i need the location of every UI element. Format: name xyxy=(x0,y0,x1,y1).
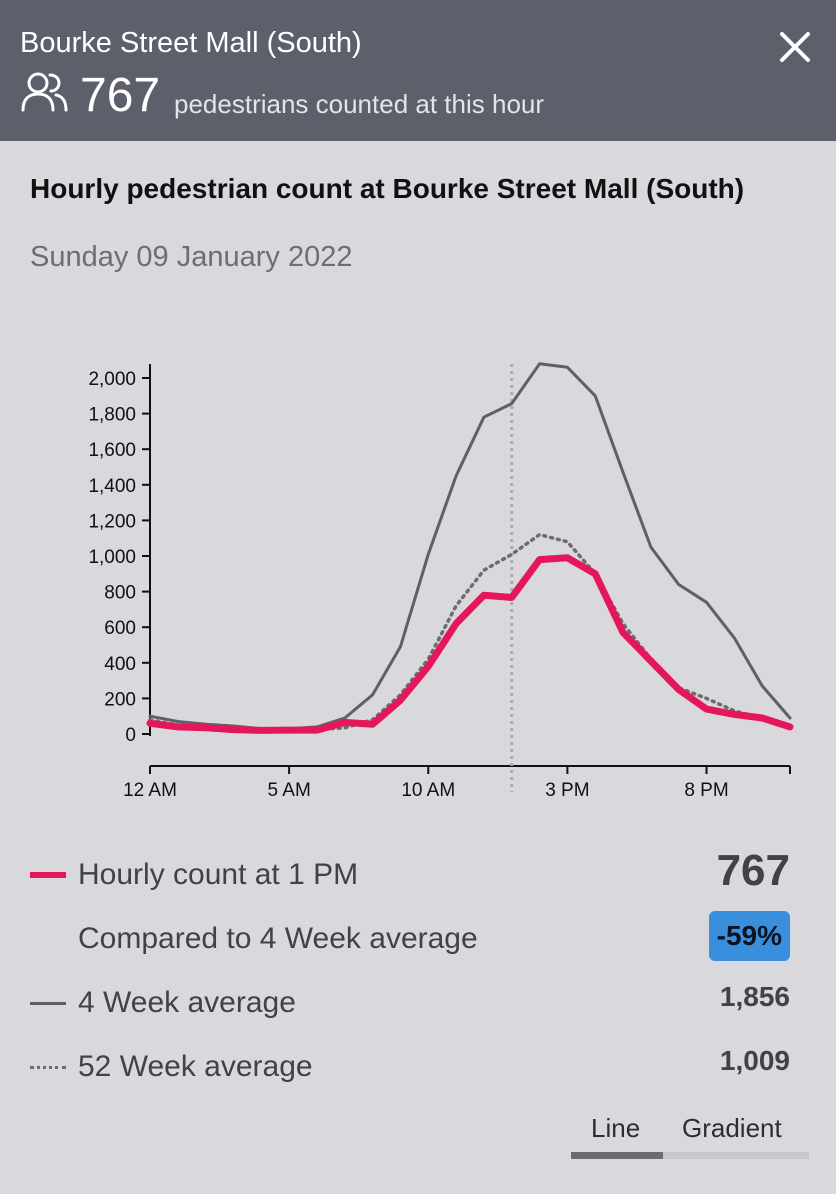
four-week-label: 4 Week average xyxy=(78,986,296,1019)
chart-title: Hourly pedestrian count at Bourke Street… xyxy=(30,173,745,204)
four-week-average-line xyxy=(148,362,792,731)
toggle-gradient[interactable]: Gradient xyxy=(682,1113,782,1143)
hourly-value: 767 xyxy=(716,846,790,895)
location-title: Bourke Street Mall (South) xyxy=(20,27,362,59)
four-week-swatch xyxy=(30,1002,66,1005)
current-count: 767 xyxy=(80,69,161,122)
percent-change-badge: -59% xyxy=(708,911,790,961)
legend-hourly-row: Hourly count at 1 PM 767 xyxy=(30,847,790,895)
hourly-count-line xyxy=(146,554,794,734)
close-button[interactable] xyxy=(770,22,820,72)
y-tick-label: 0 xyxy=(125,725,136,746)
people-icon xyxy=(21,72,68,112)
fifty-two-week-label: 52 Week average xyxy=(78,1050,313,1083)
y-tick-label: 1,800 xyxy=(88,405,136,426)
x-tick-label: 10 AM xyxy=(401,780,455,801)
legend-compare-row: Compared to 4 Week average -59% xyxy=(30,911,790,961)
view-toggle: Line Gradient xyxy=(571,1110,809,1160)
toggle-line[interactable]: Line xyxy=(591,1113,641,1143)
x-tick-label: 5 AM xyxy=(267,780,310,801)
x-tick-label: 12 AM xyxy=(123,780,177,801)
toggle-inactive-track xyxy=(663,1152,809,1159)
y-tick-label: 600 xyxy=(104,618,136,639)
popup-header: Bourke Street Mall (South) 767 pedestria… xyxy=(0,0,836,141)
legend-four-week-row: 4 Week average 1,856 xyxy=(30,981,790,1023)
y-tick-label: 1,000 xyxy=(88,547,136,568)
count-description: pedestrians counted at this hour xyxy=(174,89,545,119)
fifty-two-week-swatch xyxy=(30,1066,66,1069)
y-tick-label: 1,200 xyxy=(88,511,136,532)
y-tick-label: 2,000 xyxy=(88,369,136,390)
x-tick-label: 3 PM xyxy=(545,780,589,801)
y-tick-label: 800 xyxy=(104,583,136,604)
compare-label: Compared to 4 Week average xyxy=(78,922,478,955)
four-week-value: 1,856 xyxy=(719,981,790,1012)
pedestrian-line-chart: 0 200 400 600 800 1,000 1,200 1,400 1,600 1,800 2,… xyxy=(88,362,794,801)
y-tick-label: 1,400 xyxy=(88,476,136,497)
y-tick-label: 1,600 xyxy=(88,440,136,461)
y-tick-label: 400 xyxy=(104,654,136,675)
close-icon xyxy=(780,32,810,62)
y-tick-label: 200 xyxy=(104,689,136,710)
x-tick-label: 8 PM xyxy=(684,780,728,801)
hourly-label: Hourly count at 1 PM xyxy=(78,858,359,891)
toggle-active-indicator xyxy=(571,1152,663,1159)
legend-fifty-two-week-row: 52 Week average 1,009 xyxy=(30,1045,790,1087)
fifty-two-week-value: 1,009 xyxy=(719,1045,790,1076)
chart-date: Sunday 09 January 2022 xyxy=(30,241,353,273)
hourly-swatch xyxy=(30,872,66,878)
